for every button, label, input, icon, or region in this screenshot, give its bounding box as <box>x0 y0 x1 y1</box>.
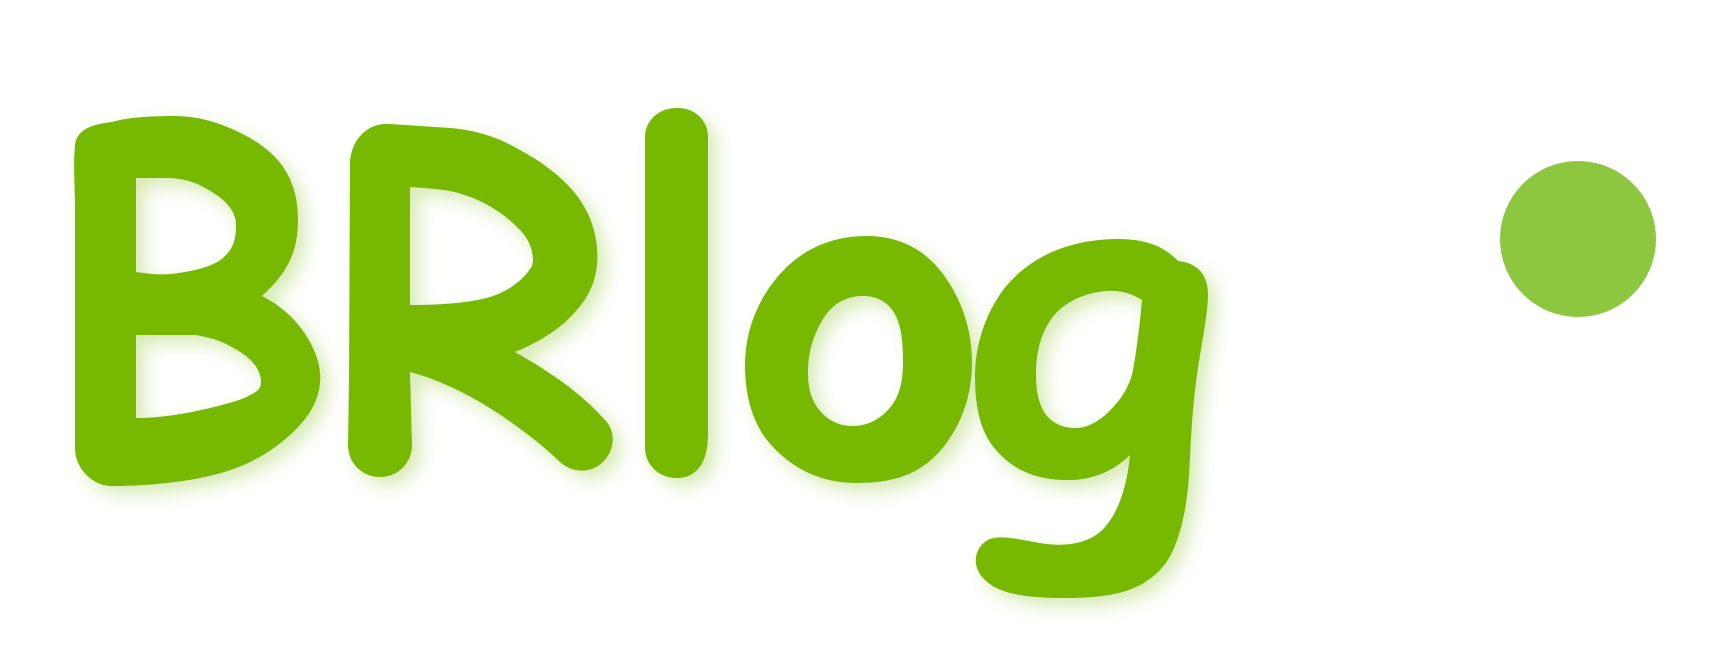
letter-r <box>348 123 613 478</box>
letter-g <box>975 239 1208 598</box>
dot-icon <box>1500 161 1656 317</box>
letter-l <box>645 108 708 478</box>
letter-b <box>74 116 321 486</box>
logo-letters <box>74 108 1208 598</box>
letter-o <box>745 236 972 483</box>
